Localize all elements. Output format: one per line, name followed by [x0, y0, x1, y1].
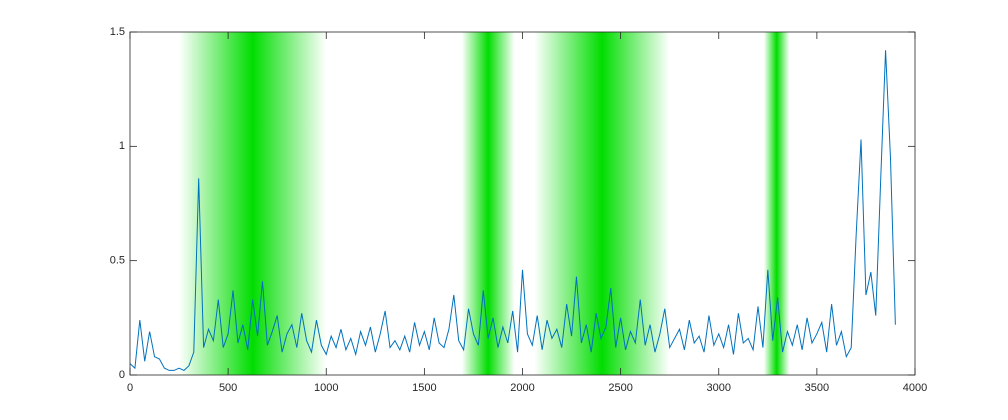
plot-lines	[130, 50, 896, 372]
x-tick-label: 1000	[314, 382, 338, 394]
data-line	[130, 50, 896, 372]
shaded-region	[179, 32, 327, 375]
x-tick-label: 1500	[412, 382, 436, 394]
y-tick-label: 1	[119, 140, 125, 152]
x-tick-label: 0	[127, 382, 133, 394]
shaded-region	[461, 32, 515, 375]
y-tick-label: 0	[119, 369, 125, 381]
x-tick-label: 500	[219, 382, 237, 394]
x-tick-label: 2000	[510, 382, 534, 394]
shaded-region	[534, 32, 670, 375]
x-tick-label: 3000	[707, 382, 731, 394]
ticks: 0 500 1000 1500 2000 2500 3000 3500 4000 0 0.5 1 1.5	[110, 26, 928, 394]
x-tick-label: 2500	[608, 382, 632, 394]
y-tick-label: 1.5	[110, 26, 125, 38]
shaded-region	[763, 32, 790, 375]
x-tick-label: 3500	[805, 382, 829, 394]
y-tick-label: 0.5	[110, 255, 125, 267]
shaded-regions	[179, 32, 790, 375]
x-tick-label: 4000	[903, 382, 927, 394]
